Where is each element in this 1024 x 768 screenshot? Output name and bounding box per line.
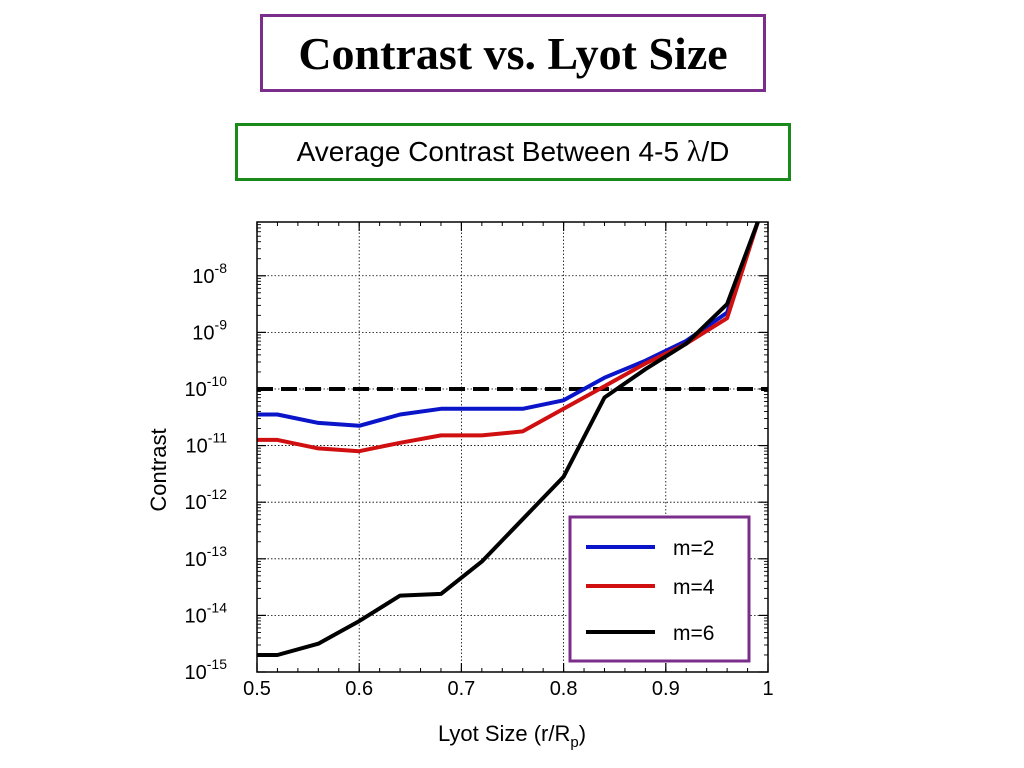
series-line-m=6 [257,221,760,657]
legend-label-m=4: m=4 [673,576,715,599]
legend: m=2 m=4 m=6 [568,515,751,663]
subtitle-suffix: /D [701,136,730,167]
y-tick-label: 10-14 [185,599,228,627]
legend-label-m=6: m=6 [673,622,714,645]
x-tick-labels: 0.5 0.6 0.7 0.8 0.9 1 [243,678,773,700]
y-tick-labels: 10-8 10-9 10-10 10-11 10-12 10-13 10-14 10-15 [185,260,228,684]
x-axis-label-close: ) [579,721,586,746]
y-tick-label: 10-11 [186,430,228,458]
page-title: Contrast vs. Lyot Size [298,27,728,79]
x-tick-label: 1 [762,678,773,700]
title-box: Contrast vs. Lyot Size [260,14,766,92]
y-axis-label: Contrast [146,428,171,511]
plot-frame [256,221,769,673]
y-tick-label: 10-9 [192,316,227,344]
subtitle-lambda: λ [686,135,702,168]
x-tick-label: 0.7 [447,678,475,700]
legend-label-m=2: m=2 [673,537,714,560]
x-tick-label: 0.9 [652,678,680,700]
x-tick-label: 0.8 [550,678,578,700]
y-tick-label: 10-10 [185,373,228,401]
y-tick-label: 10-15 [185,656,228,684]
y-tick-label: 10-13 [185,543,228,571]
x-axis-label: Lyot Size (r/Rp) [438,721,586,751]
subtitle-prefix: Average Contrast Between 4-5 [296,136,687,167]
x-axis-label-subscript: p [570,734,578,751]
series-line-m=4 [257,221,760,454]
y-tick-label: 10-8 [192,260,227,288]
subtitle-box: Average Contrast Between 4-5 λ/D [235,123,791,181]
x-axis-label-main: Lyot Size (r/R [438,721,570,746]
subtitle-text: Average Contrast Between 4-5 λ/D [297,135,730,169]
series-layer [257,221,760,657]
x-tick-label: 0.6 [345,678,373,700]
series-line-m=2 [257,221,760,428]
legend-frame [568,515,751,663]
x-tick-label: 0.5 [243,678,271,700]
y-tick-label: 10-12 [185,486,228,514]
ticks [256,222,769,673]
